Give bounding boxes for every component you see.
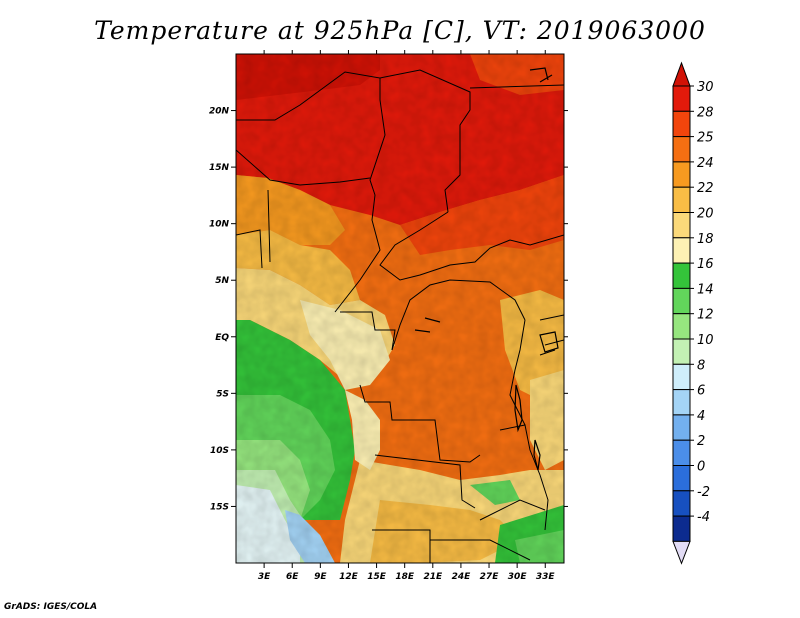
colorbar-swatch [672,414,691,441]
colorbar-label: -4 [697,510,710,525]
border-benin-togo [236,189,271,269]
lat-tick-label: 10S [210,446,229,456]
colorbar-under-arrow [672,540,691,565]
colorbar-swatch [672,237,691,264]
lon-tick-label: 9E [314,572,327,582]
colorbar-label: 6 [697,384,705,399]
country-borders [236,69,564,563]
lakes [414,67,559,471]
colorbar-swatch [672,490,691,517]
lake-malawi [533,439,541,471]
lon-tick-label: 6E [286,572,299,582]
colorbar-label: 16 [697,257,714,272]
border-tanzania-malawi [499,424,549,531]
colorbar-swatch [672,136,691,163]
lat-tick-label: EQ [215,333,229,343]
map-title: Temperature at 925hPa [C], VT: 201906300… [94,16,706,45]
map-frame [235,53,565,564]
lat-tick-label: 10N [209,220,230,230]
border-angola-zambia [374,454,476,509]
longitude-axis: 3E 6E 9E 12E 15E 18E 21E 24E 27E 30E 33E [258,50,556,582]
lat-tick-label: 5S [216,389,229,399]
colorbar-swatch [672,287,691,315]
colorbar-over-arrow [672,61,691,87]
border-niger-nigeria [236,149,371,186]
lon-tick-label: 18E [395,572,415,582]
border-drc-north [391,279,526,351]
lon-tick-label: 15E [367,572,387,582]
colorbar-swatch [672,313,691,340]
lat-tick-label: 15S [210,502,229,512]
grads-credit: GrADS: IGES/COLA [4,602,98,612]
lon-tick-label: 21E [423,572,443,582]
lon-tick-label: 27E [480,572,500,582]
lon-tick-label: 33E [536,572,556,582]
border-namibia [372,529,531,563]
lon-tick-label: 3E [258,572,271,582]
border-east-lakes [539,314,564,356]
colorbar-swatch [672,439,691,467]
colorbar-swatch [672,338,691,365]
colorbar-label: 2 [697,434,705,449]
colorbar-label: 22 [697,181,714,196]
colorbar-label: 30 [697,80,714,95]
river-congo [414,317,441,333]
colorbar-swatch [672,363,691,391]
colorbar-label: 18 [697,232,714,247]
lake-victoria [539,331,559,353]
latitude-axis: 20N 15N 10N 5N EQ 5S 10S 15S [209,107,568,512]
colorbar-label: 25 [697,131,714,146]
colorbar-label: 0 [697,460,705,475]
border-angola-drc [359,384,481,463]
colorbar-swatch [672,262,691,289]
colorbar-swatch [672,110,691,138]
lon-tick-label: 12E [339,572,359,582]
temperature-field [236,54,564,563]
colorbar-label: 24 [697,156,714,171]
colorbar-label: 8 [697,358,705,373]
colorbar-swatch [672,212,691,239]
lon-tick-label: 30E [508,572,528,582]
colorbar-swatch [672,161,691,188]
lon-tick-label: 24E [452,572,472,582]
colorbar-label: 12 [697,308,714,323]
colorbar-swatch [672,465,691,492]
border-zambia-zimbabwe [479,499,546,521]
border-chad [379,69,471,213]
lat-tick-label: 20N [209,107,230,117]
colorbar-label: 14 [697,282,714,297]
lake-tanganyika [514,384,523,433]
border-gabon-congo [340,311,396,351]
colorbar-swatch [672,186,691,213]
colorbar-swatch [672,85,691,112]
nile-delta [529,67,553,83]
colorbar-label: 28 [697,105,714,120]
colorbar-swatch [672,515,691,542]
colorbar-label: -2 [697,485,710,500]
lat-tick-label: 5N [215,276,229,286]
colorbar-label: 10 [697,333,714,348]
border-libya-sudan [469,84,564,89]
field-texture [236,54,564,563]
colorbar-label: 4 [697,409,705,424]
lat-tick-label: 15N [209,163,230,173]
border-nigeria-cameroon [334,194,381,313]
border-car [379,211,564,281]
colorbar-swatch [672,389,691,416]
colorbar-label: 20 [697,207,714,222]
